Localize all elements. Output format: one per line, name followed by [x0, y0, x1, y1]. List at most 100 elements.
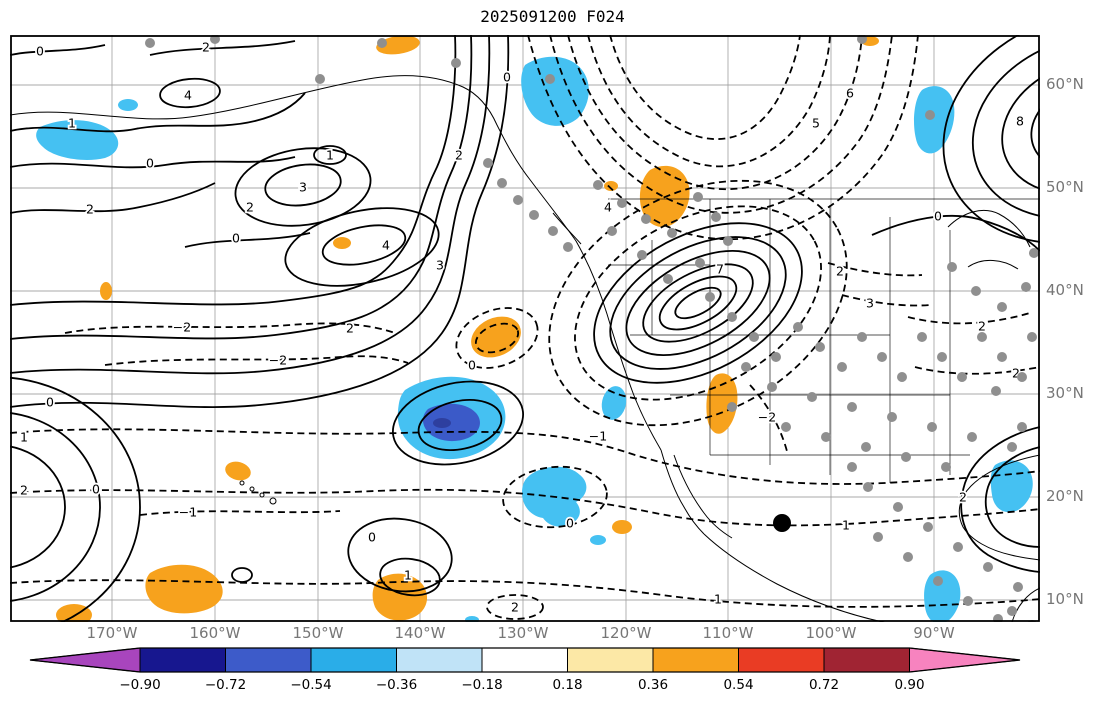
station-dot [953, 542, 963, 552]
lon-tick-label: 90°W [913, 624, 955, 642]
station-dot [873, 532, 883, 542]
contour-line-negative [548, 179, 848, 427]
contour-line [10, 412, 101, 602]
lat-tick-label: 20°N [1046, 487, 1084, 505]
colorbar-tick-label: −0.54 [290, 677, 332, 693]
contour-line-negative [455, 307, 539, 369]
lon-tick-label: 130°W [497, 624, 549, 642]
contour-label: 2 [20, 483, 28, 498]
contour-line [392, 380, 524, 466]
contour-line [1030, 82, 1040, 172]
station-dots [145, 35, 1039, 622]
positive-shading [604, 181, 618, 191]
contour-line [284, 207, 440, 287]
station-dot [977, 332, 987, 342]
contour-label: 2 [246, 200, 254, 215]
colorbar-arrow-right [909, 647, 1021, 673]
contour-line [184, 232, 311, 248]
station-dot [983, 562, 993, 572]
contour-label: 0 [503, 70, 511, 85]
station-dot [497, 178, 507, 188]
coastline [673, 454, 733, 539]
station-dot [781, 422, 791, 432]
contour-label: 5 [812, 116, 820, 131]
contour-line [10, 92, 306, 133]
contour-line-negative [567, 35, 863, 191]
contour-line-negative [587, 35, 831, 168]
state-borders [608, 198, 1040, 483]
contour-line [159, 77, 221, 109]
contour-line-negative [64, 322, 396, 334]
longitude-axis: 170°W 160°W 150°W 140°W 130°W 120°W 110°W 100°W… [0, 624, 1105, 646]
contour-label: 0 [46, 395, 54, 410]
station-dot [695, 258, 705, 268]
station-dot [1027, 332, 1037, 342]
station-dot [723, 236, 733, 246]
colorbar-ticks: −0.90 −0.72 −0.54 −0.36 −0.18 0.18 0.36 0.54 0.7… [0, 677, 1105, 697]
lon-tick-label: 150°W [292, 624, 344, 642]
contour-line-negative [474, 322, 520, 354]
colorbar-segment [567, 647, 654, 673]
contour-label: −2 [758, 410, 776, 425]
station-dot [967, 432, 977, 442]
contour-line [10, 445, 66, 569]
station-dot [705, 292, 715, 302]
station-dot [793, 322, 803, 332]
contour-label: 0 [934, 209, 942, 224]
colorbar-segment [823, 647, 910, 673]
colorbar-tick-label: −0.36 [375, 677, 418, 693]
contour-line [10, 35, 491, 375]
positive-shading [56, 604, 92, 622]
station-dot [933, 576, 943, 586]
negative-shading [914, 86, 955, 154]
colorbar-segment [310, 647, 397, 673]
contour-line-negative [907, 312, 1031, 325]
contour-line-negative [574, 205, 822, 401]
contour-label: 0 [92, 482, 100, 497]
station-dot [837, 362, 847, 372]
contour-line-negative [527, 35, 919, 241]
contour-line-negative [139, 510, 341, 516]
contour-line [674, 286, 722, 320]
grid-lines [10, 35, 1040, 622]
contour-label: 0 [232, 231, 240, 246]
lon-tick-label: 140°W [394, 624, 446, 642]
station-dot [483, 158, 493, 168]
contours-dashed [10, 35, 1040, 620]
contour-line [264, 163, 342, 207]
station-dot [693, 192, 703, 202]
negative-shading [521, 56, 589, 126]
contour-label: 2 [86, 202, 94, 217]
station-dot [997, 302, 1007, 312]
contour-label: 1 [714, 592, 722, 607]
colorbar-outline [29, 647, 1021, 673]
contour-labels: 0 2 4 1 0 2 3 2 1 0 4 3 2 0 2 6 5 4 7 3 2 0 8 2 2 −2 −2 0 −1 0 1 2 0 −1 0 1… [18, 38, 1026, 617]
station-dot [807, 392, 817, 402]
contour-label: 2 [202, 40, 210, 55]
station-dot [767, 382, 777, 392]
lon-tick-label: 170°W [86, 624, 138, 642]
station-dot [145, 38, 155, 48]
station-dot [663, 274, 673, 284]
station-dot [857, 332, 867, 342]
contours-solid [10, 35, 1040, 622]
contour-label: 3 [299, 180, 307, 195]
station-dot [529, 210, 539, 220]
station-dot [1021, 282, 1031, 292]
contour-line [10, 35, 510, 409]
contour-line [10, 44, 106, 56]
contour-line [625, 249, 771, 357]
colorbar-tick-label: 0.90 [894, 677, 925, 693]
positive-shading [100, 282, 112, 300]
lon-tick-label: 160°W [189, 624, 241, 642]
station-dot [991, 386, 1001, 396]
colorbar-segment [738, 647, 825, 673]
contour-label: 2 [978, 319, 986, 334]
station-dot [741, 362, 751, 372]
coastline [660, 449, 705, 535]
colorbar [29, 647, 1021, 673]
station-dot [563, 242, 573, 252]
contour-line [231, 567, 253, 583]
lon-tick-label: 120°W [600, 624, 652, 642]
coastline [703, 533, 885, 622]
